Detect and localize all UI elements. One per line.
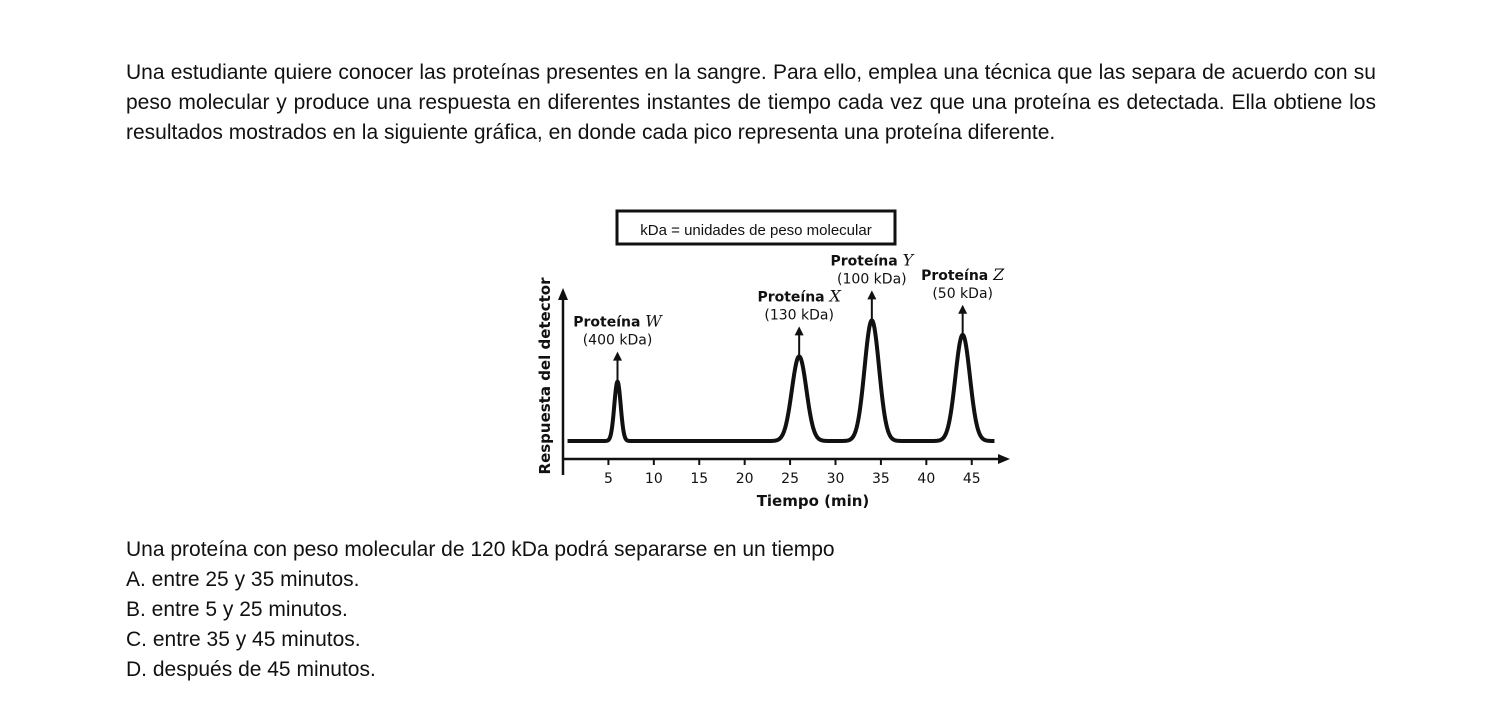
- peak-annotations: Proteína W (400 kDa) Proteína X (130 kDa) Pr…: [573, 250, 1005, 382]
- peak-name-label: Proteína Z: [921, 265, 1005, 284]
- x-tick-label: 15: [690, 471, 708, 487]
- peak-arrowhead: [867, 290, 877, 300]
- intro-paragraph: Una estudiante quiere conocer las proteí…: [126, 61, 1376, 144]
- peak-mass-label: (100 kDa): [837, 271, 907, 287]
- peak-mass-label: (50 kDa): [932, 286, 993, 302]
- x-tick-label: 45: [963, 471, 981, 487]
- y-axis-label: Respuesta del detector: [536, 277, 554, 475]
- legend-box: [615, 209, 897, 246]
- x-axis-arrowhead: [998, 454, 1010, 464]
- x-tick-group: 5 10 15 20 25 30 35 40 45: [604, 459, 981, 487]
- x-tick-label: 40: [917, 471, 935, 487]
- y-axis-arrowhead: [558, 288, 568, 300]
- x-axis-label: Tiempo (min): [757, 492, 870, 510]
- peak-arrowhead: [794, 326, 804, 336]
- peak-arrowhead: [958, 304, 968, 314]
- x-tick-label: 20: [736, 471, 754, 487]
- peak-mass-label: (130 kDa): [764, 307, 834, 323]
- option-b[interactable]: B. entre 5 y 25 minutos.: [126, 598, 348, 621]
- x-tick-label: 5: [604, 471, 613, 487]
- question-text: Una proteína con peso molecular de 120 k…: [126, 538, 835, 561]
- peak-mass-label: (400 kDa): [583, 333, 653, 349]
- x-tick-label: 35: [872, 471, 890, 487]
- x-tick-label: 10: [645, 471, 663, 487]
- option-d[interactable]: D. después de 45 minutos.: [126, 658, 376, 681]
- detector-response-line: [566, 318, 996, 443]
- chart-svg: kDa = unidades de peso molecular 5 10 15 20…: [536, 209, 1010, 510]
- x-tick-label: 25: [781, 471, 799, 487]
- chromatogram-chart: kDa = unidades de peso molecular 5 10 15 20…: [530, 200, 1020, 520]
- peak-name-label: Proteína Y: [831, 250, 915, 269]
- answer-options: A. entre 25 y 35 minutos. B. entre 5 y 2…: [126, 565, 376, 685]
- option-c[interactable]: C. entre 35 y 45 minutos.: [126, 628, 361, 651]
- peak-name-label: Proteína X: [757, 286, 841, 305]
- x-tick-label: 30: [827, 471, 845, 487]
- option-a[interactable]: A. entre 25 y 35 minutos.: [126, 568, 360, 591]
- legend-text: kDa = unidades de peso molecular: [640, 222, 871, 239]
- peak-arrowhead: [613, 351, 622, 361]
- peak-name-label: Proteína W: [573, 312, 663, 331]
